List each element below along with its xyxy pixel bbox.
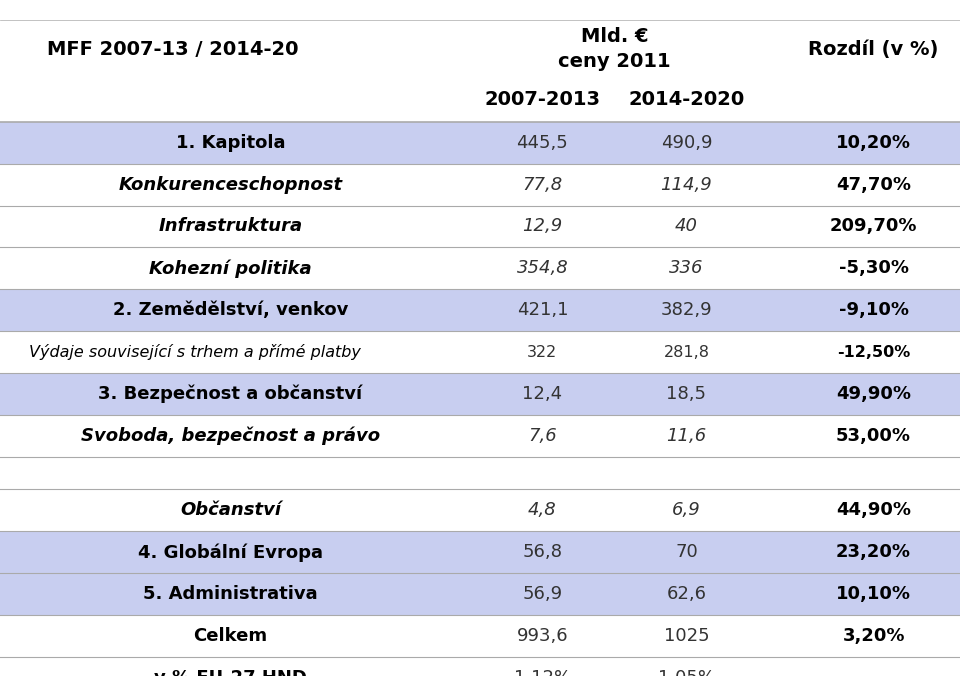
Text: 1,12%: 1,12% — [514, 669, 571, 676]
Text: 354,8: 354,8 — [516, 260, 568, 277]
Text: Mld. €
ceny 2011: Mld. € ceny 2011 — [558, 27, 671, 71]
Text: 1. Kapitola: 1. Kapitola — [176, 134, 285, 151]
Text: Občanství: Občanství — [180, 502, 281, 519]
Text: 56,9: 56,9 — [522, 585, 563, 603]
Bar — [0, 247, 960, 289]
Bar — [0, 164, 960, 206]
Text: 2. Zemědělství, venkov: 2. Zemědělství, venkov — [112, 301, 348, 319]
Text: 77,8: 77,8 — [522, 176, 563, 193]
Text: 47,70%: 47,70% — [836, 176, 911, 193]
Text: 12,9: 12,9 — [522, 218, 563, 235]
Text: 2014-2020: 2014-2020 — [628, 90, 745, 110]
Text: 11,6: 11,6 — [666, 427, 707, 445]
Bar — [0, 206, 960, 247]
Text: MFF 2007-13 / 2014-20: MFF 2007-13 / 2014-20 — [47, 39, 299, 59]
Text: Celkem: Celkem — [193, 627, 268, 645]
Text: -12,50%: -12,50% — [837, 345, 910, 360]
Text: 445,5: 445,5 — [516, 134, 568, 151]
Text: Infrastruktura: Infrastruktura — [158, 218, 302, 235]
Text: 114,9: 114,9 — [660, 176, 712, 193]
Text: 40: 40 — [675, 218, 698, 235]
Text: 23,20%: 23,20% — [836, 544, 911, 561]
Bar — [0, 531, 960, 573]
Bar — [0, 573, 960, 615]
Text: 4,8: 4,8 — [528, 502, 557, 519]
Text: -9,10%: -9,10% — [839, 301, 908, 319]
Text: 10,20%: 10,20% — [836, 134, 911, 151]
Text: 12,4: 12,4 — [522, 385, 563, 403]
Text: 49,90%: 49,90% — [836, 385, 911, 403]
Text: Svoboda, bezpečnost a právo: Svoboda, bezpečnost a právo — [81, 427, 380, 445]
Bar — [0, 415, 960, 457]
Text: 322: 322 — [527, 345, 558, 360]
Text: 1025: 1025 — [663, 627, 709, 645]
Text: 56,8: 56,8 — [522, 544, 563, 561]
Text: 53,00%: 53,00% — [836, 427, 911, 445]
Text: 6,9: 6,9 — [672, 502, 701, 519]
Text: 1,05%: 1,05% — [658, 669, 715, 676]
Text: 4. Globální Evropa: 4. Globální Evropa — [138, 543, 323, 562]
Text: Rozdíl (v %): Rozdíl (v %) — [808, 39, 939, 59]
Bar — [0, 122, 960, 164]
Bar — [0, 615, 960, 657]
Text: Konkurenceschopnost: Konkurenceschopnost — [118, 176, 343, 193]
Bar — [0, 20, 960, 122]
Text: 3. Bezpečnost a občanství: 3. Bezpečnost a občanství — [98, 385, 363, 404]
Text: 44,90%: 44,90% — [836, 502, 911, 519]
Text: 7,6: 7,6 — [528, 427, 557, 445]
Text: -5,30%: -5,30% — [839, 260, 908, 277]
Text: 18,5: 18,5 — [666, 385, 707, 403]
Text: 209,70%: 209,70% — [829, 218, 918, 235]
Text: 281,8: 281,8 — [663, 345, 709, 360]
Text: 382,9: 382,9 — [660, 301, 712, 319]
Bar — [0, 457, 960, 489]
Text: 421,1: 421,1 — [516, 301, 568, 319]
Text: 70: 70 — [675, 544, 698, 561]
Text: v % EU-27 HND: v % EU-27 HND — [154, 669, 307, 676]
Bar — [0, 289, 960, 331]
Text: 3,20%: 3,20% — [842, 627, 905, 645]
Text: 62,6: 62,6 — [666, 585, 707, 603]
Text: 993,6: 993,6 — [516, 627, 568, 645]
Text: 2007-2013: 2007-2013 — [485, 90, 600, 110]
Bar — [0, 331, 960, 373]
Text: 336: 336 — [669, 260, 704, 277]
Text: Kohezní politika: Kohezní politika — [149, 259, 312, 278]
Bar — [0, 373, 960, 415]
Bar — [0, 489, 960, 531]
Text: 490,9: 490,9 — [660, 134, 712, 151]
Text: Výdaje související s trhem a přímé platby: Výdaje související s trhem a přímé platb… — [29, 344, 361, 360]
Text: 5. Administrativa: 5. Administrativa — [143, 585, 318, 603]
Text: 10,10%: 10,10% — [836, 585, 911, 603]
Bar — [0, 657, 960, 676]
